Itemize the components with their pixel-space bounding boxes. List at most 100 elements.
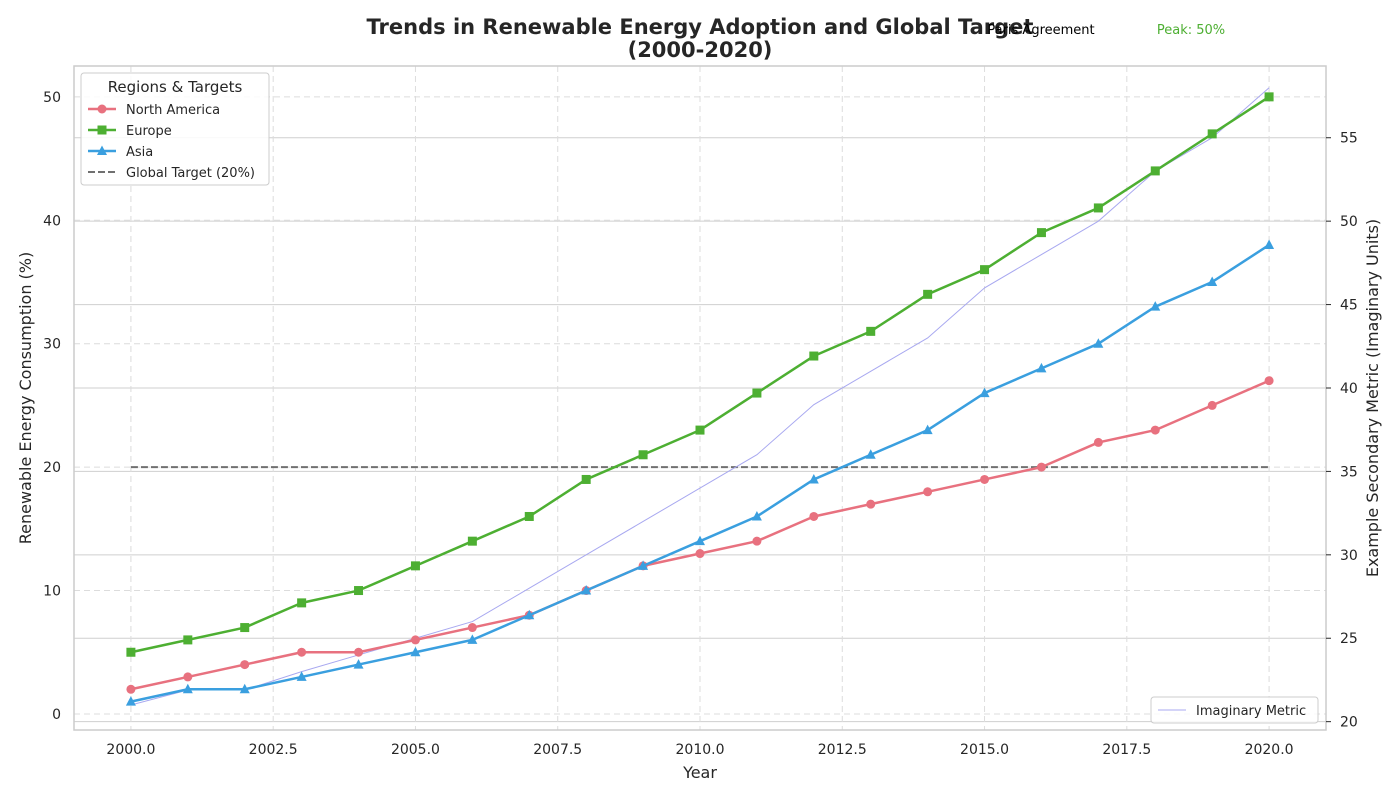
y-tick-label: 50 [43, 90, 61, 106]
data-point-asia [1150, 301, 1161, 311]
data-point-europe [183, 635, 193, 645]
chart-title-line-2: (2000-2020) [628, 38, 773, 62]
data-point-europe [1036, 228, 1046, 238]
data-point-asia [808, 473, 819, 484]
x-axis-label: Year [682, 763, 717, 782]
annotation-paris-agreement: Paris Agreement [987, 23, 1094, 38]
plot-area [125, 87, 1275, 706]
x-tick-label: 2015.0 [960, 742, 1009, 758]
data-point-north-america [1207, 400, 1217, 410]
y2-tick-label: 35 [1340, 464, 1358, 480]
legend-marker-north-america [97, 104, 107, 114]
x-tick-label: 2020.0 [1245, 742, 1294, 758]
data-point-europe [638, 450, 648, 460]
data-point-europe [809, 351, 819, 361]
data-point-europe [695, 425, 705, 435]
data-point-asia [524, 609, 535, 620]
data-point-europe [240, 623, 250, 633]
data-point-asia [751, 510, 762, 521]
data-point-north-america [410, 635, 420, 645]
data-point-north-america [809, 511, 819, 521]
y2-tick-label: 25 [1340, 631, 1358, 647]
data-point-europe [410, 561, 420, 571]
data-point-europe [354, 586, 364, 596]
data-point-europe [297, 598, 307, 608]
x-tick-label: 2007.5 [533, 742, 582, 758]
legend-marker-asia [97, 145, 107, 155]
data-point-asia [125, 696, 136, 706]
annotation-peak: Peak: 50% [1157, 23, 1225, 38]
data-point-asia [922, 424, 933, 435]
data-point-europe [1207, 129, 1217, 139]
data-point-asia [1207, 276, 1218, 286]
data-point-europe [980, 265, 990, 275]
data-point-europe [1093, 203, 1103, 213]
y2-tick-label: 50 [1340, 214, 1358, 230]
data-point-asia [410, 646, 421, 657]
data-point-asia [182, 683, 193, 694]
y2-tick-label: 30 [1340, 548, 1358, 564]
plot-frame [73, 65, 1327, 731]
y-tick-label: 40 [43, 213, 61, 229]
legend-marker-europe [97, 125, 107, 135]
y-tick-label: 0 [52, 707, 61, 723]
x-tick-label: 2017.5 [1102, 742, 1151, 758]
y2-tick-label: 45 [1340, 298, 1358, 314]
data-point-north-america [923, 487, 933, 497]
y2-tick-label: 20 [1340, 715, 1358, 731]
data-point-europe [752, 388, 762, 398]
y-tick-label: 20 [43, 460, 61, 476]
legend-label-asia: Asia [126, 145, 153, 160]
data-point-europe [126, 647, 136, 657]
y-tick-label: 10 [43, 584, 61, 600]
x-tick-label: 2000.0 [106, 742, 155, 758]
x-tick-label: 2005.0 [391, 742, 440, 758]
data-point-asia [1264, 239, 1275, 249]
y2-axis-label: Example Secondary Metric (Imaginary Unit… [1363, 219, 1382, 577]
data-point-north-america [183, 672, 193, 682]
legend-label-global-target-20-: Global Target (20%) [126, 166, 255, 181]
legend-title: Regions & Targets [108, 78, 243, 96]
data-point-asia [467, 634, 478, 644]
data-point-europe [1150, 166, 1160, 176]
data-point-north-america [866, 499, 876, 509]
data-point-north-america [467, 623, 477, 633]
data-point-asia [865, 449, 876, 459]
data-point-north-america [126, 684, 136, 694]
secondary-legend-box [1150, 696, 1319, 724]
data-point-asia [1036, 362, 1047, 373]
data-point-north-america [695, 549, 705, 559]
y2-tick-label: 40 [1340, 381, 1358, 397]
axis-ticks: 2000.0 2002.5 2005.0 2007.5 2010.0 2012.5 2015… [43, 90, 1358, 758]
data-point-asia [695, 535, 705, 546]
secondary-legend-label: Imaginary Metric [1196, 704, 1306, 719]
data-point-asia [1093, 338, 1104, 348]
x-tick-label: 2010.0 [676, 742, 725, 758]
data-point-asia [581, 585, 592, 595]
grid [73, 65, 1327, 731]
secondary-legend: Imaginary Metric [1150, 696, 1319, 724]
data-point-north-america [354, 647, 364, 657]
data-point-europe [1264, 92, 1274, 102]
legend-label-north-america: North America [126, 103, 220, 118]
y-tick-label: 30 [43, 337, 61, 353]
data-point-north-america [240, 660, 250, 670]
y-axis-label: Renewable Energy Consumption (%) [16, 252, 35, 545]
data-point-europe [923, 289, 933, 299]
data-point-asia [296, 671, 307, 681]
data-point-asia [979, 387, 990, 398]
data-point-north-america [1264, 376, 1274, 386]
data-point-north-america [1150, 425, 1160, 435]
x-tick-label: 2002.5 [249, 742, 298, 758]
data-point-europe [524, 511, 534, 521]
data-point-north-america [1093, 437, 1103, 447]
legend-box [80, 72, 270, 186]
data-point-europe [866, 326, 876, 336]
chart-title-line-1: Trends in Renewable Energy Adoption and … [367, 15, 1034, 39]
data-point-north-america [980, 474, 990, 484]
series-line-imaginary-metric [130, 87, 1270, 706]
data-point-north-america [752, 536, 762, 546]
data-point-asia [239, 683, 250, 694]
